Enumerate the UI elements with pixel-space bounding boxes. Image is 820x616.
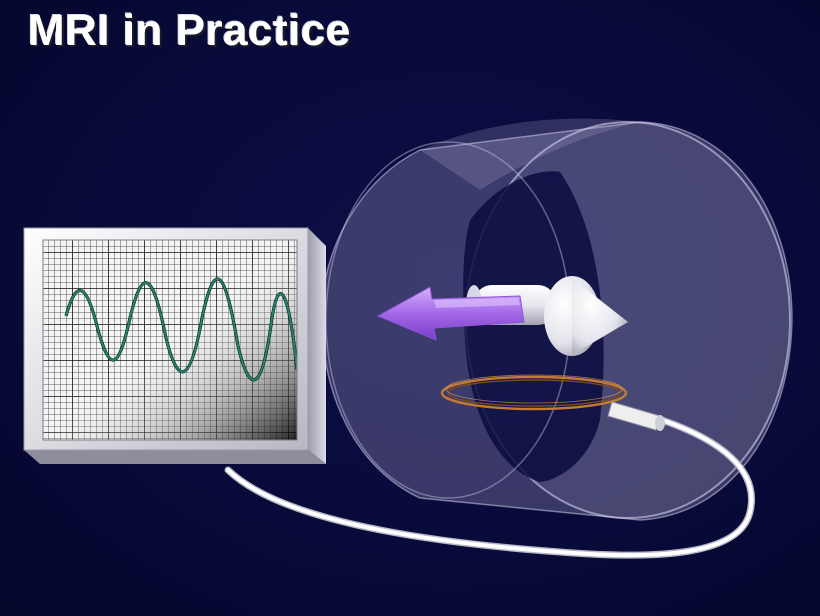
monitor-screen <box>43 240 297 440</box>
monitor-side-right <box>308 228 326 464</box>
oscilloscope-monitor <box>24 228 326 464</box>
monitor-side-bottom <box>24 450 326 464</box>
